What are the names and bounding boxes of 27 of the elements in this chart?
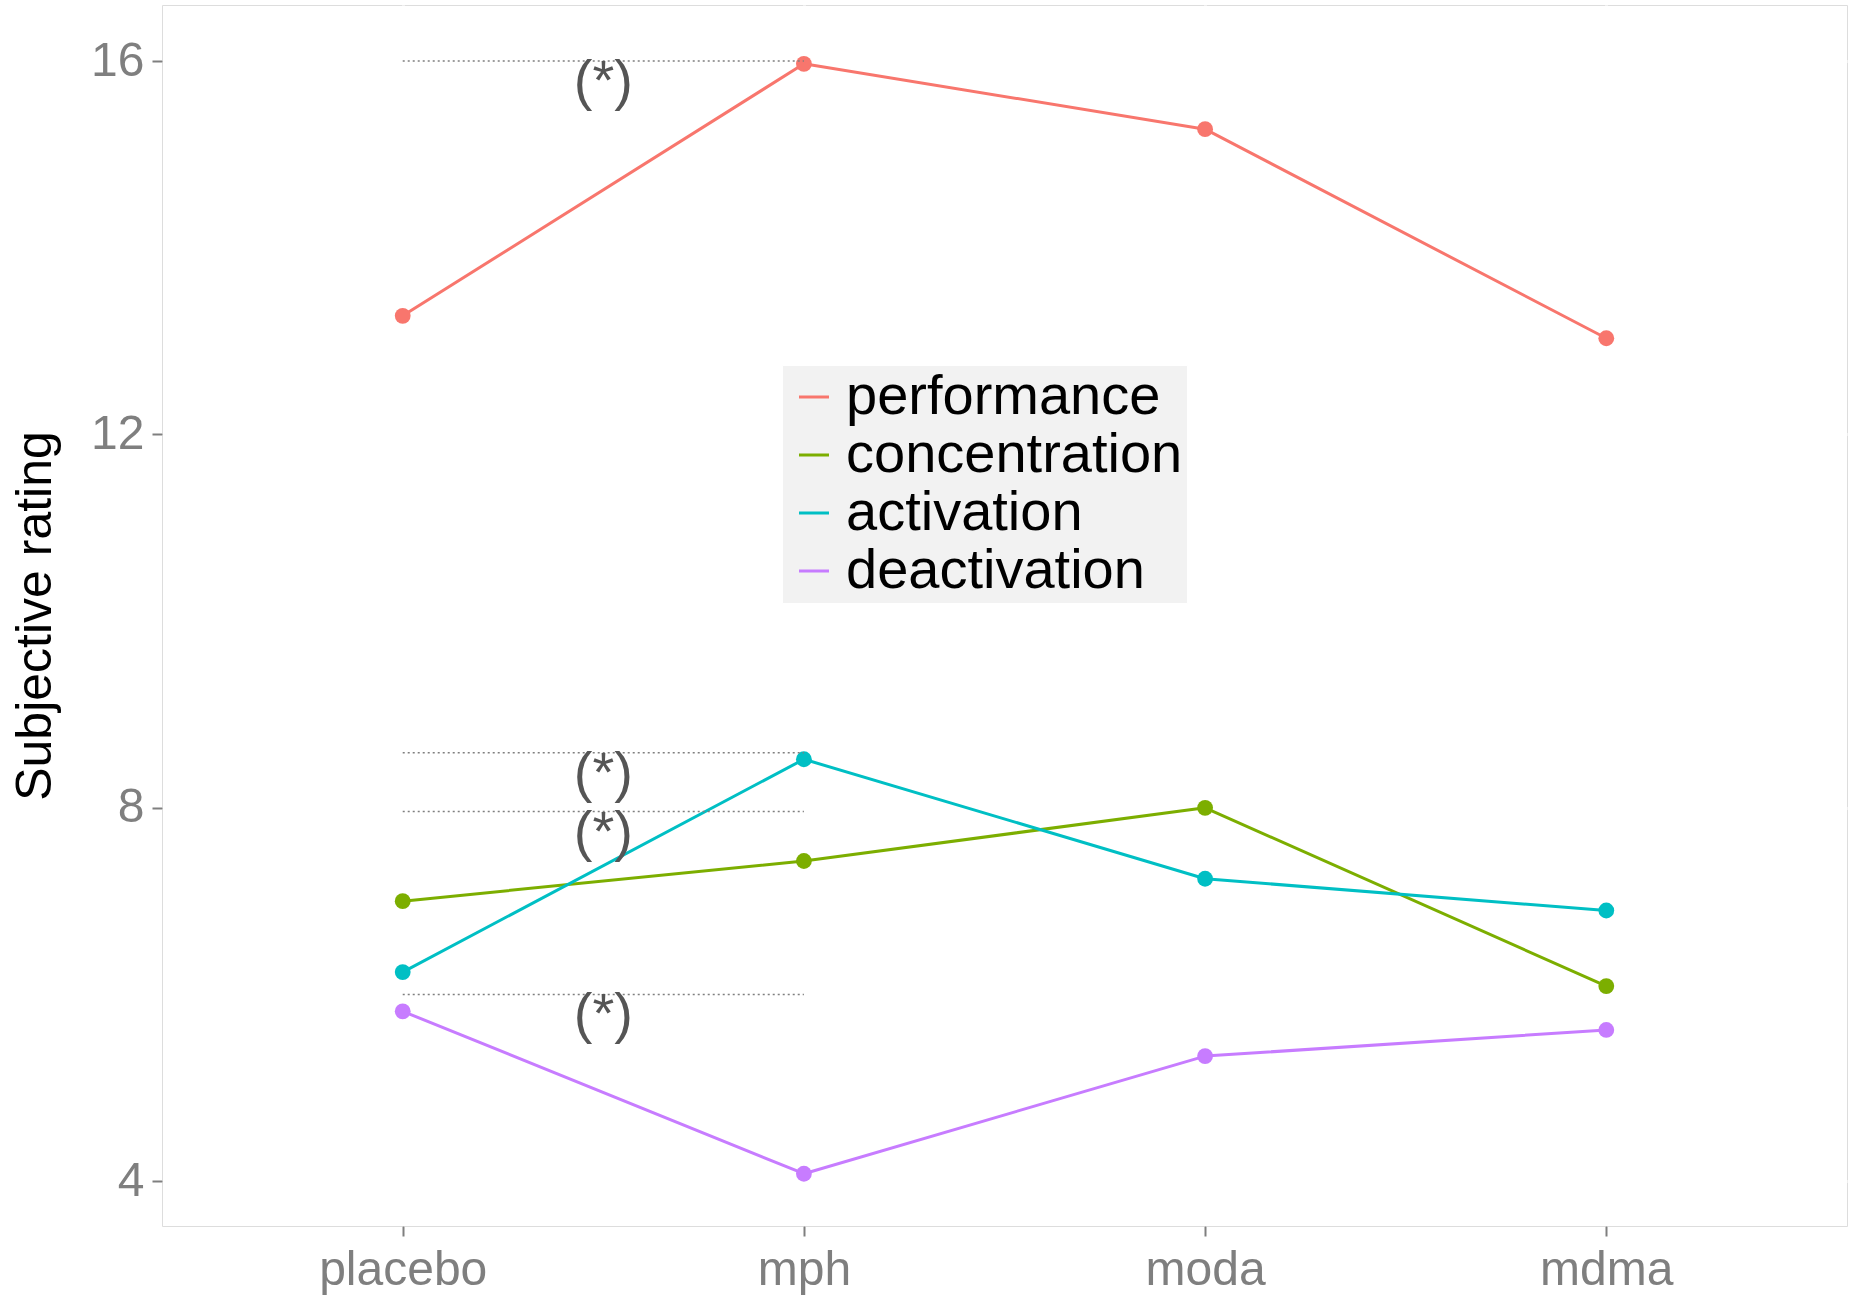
y-axis-title: Subjective rating <box>6 431 63 801</box>
x-tick-label: mdma <box>1540 1241 1674 1295</box>
y-tick-label: 4 <box>117 1152 145 1206</box>
point <box>394 964 411 980</box>
point <box>796 1165 812 1182</box>
x-tick-label: placebo <box>319 1241 488 1295</box>
point <box>796 853 812 869</box>
point <box>1197 799 1213 816</box>
point <box>394 893 411 910</box>
point <box>1598 902 1615 919</box>
point <box>1197 121 1213 138</box>
annotation: (*) <box>573 981 633 1045</box>
annotation: (*) <box>573 48 633 112</box>
point <box>1598 1022 1615 1038</box>
point <box>796 55 812 72</box>
point <box>1598 978 1615 994</box>
x-tick-label: moda <box>1145 1241 1266 1295</box>
point <box>1598 330 1615 347</box>
point <box>1197 870 1213 887</box>
y-tick-label: 12 <box>91 405 145 459</box>
point <box>394 1003 411 1020</box>
point <box>394 307 411 324</box>
point <box>1197 1048 1213 1064</box>
x-tick-label: mph <box>757 1241 852 1295</box>
y-tick-label: 8 <box>117 779 145 833</box>
y-tick-label: 16 <box>91 32 145 86</box>
point <box>796 751 812 768</box>
